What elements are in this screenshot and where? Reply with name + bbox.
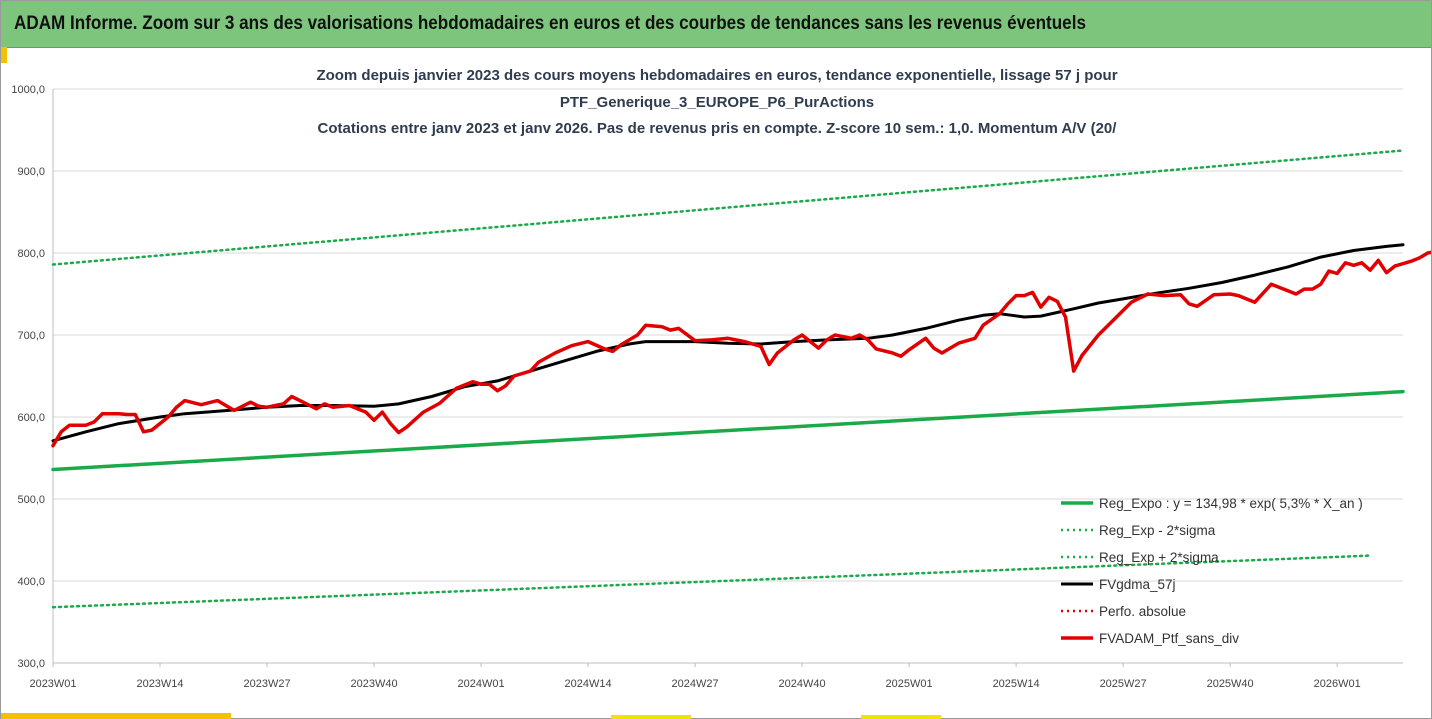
legend-label-0: Reg_Expo : y = 134,98 * exp( 5,3% * X_an… [1099,496,1363,511]
x-tick-label: 2024W27 [672,678,719,690]
x-tick-label: 2025W40 [1207,678,1254,690]
accent-bar-bottom-2 [611,715,691,719]
series-line-1 [51,554,1372,609]
x-tick-label: 2026W01 [1314,678,1361,690]
legend-label-2: Reg_Exp + 2*sigma [1099,550,1219,565]
axes: 300,0 400,0 500,0 600,0 700,0 800,0 900,0 1000,… [11,84,1403,690]
series-line-5 [51,250,1431,448]
legend-label-5: FVADAM_Ptf_sans_div [1099,631,1239,646]
chart-title-line-1: Zoom depuis janvier 2023 des cours moyen… [316,67,1118,84]
y-tick-label: 400,0 [17,576,45,588]
x-tick-label: 2025W01 [886,678,933,690]
x-tick-label: 2023W40 [350,678,397,690]
legend-label-4: Perfo. absolue [1099,604,1186,619]
legend-label-3: FVgdma_57j [1099,577,1176,592]
legend-label-1: Reg_Exp - 2*sigma [1099,523,1216,538]
y-tick-label: 900,0 [17,166,45,178]
accent-bar-left [1,47,7,63]
x-tick-label: 2024W40 [779,678,826,690]
x-tick-label: 2025W27 [1100,678,1147,690]
y-tick-label: 800,0 [17,248,45,260]
y-tick-label: 300,0 [17,658,45,670]
y-tick-label: 1000,0 [11,84,45,96]
y-tick-label: 600,0 [17,412,45,424]
y-tick-label: 500,0 [17,494,45,506]
chart-title-line-2: PTF_Generique_3_EUROPE_P6_PurActions [559,94,875,111]
report-header: ADAM Informe. Zoom sur 3 ans des valoris… [1,1,1431,48]
series-layer [51,149,1431,609]
x-tick-label: 2023W01 [29,678,76,690]
x-tick-label: 2025W14 [993,678,1040,690]
series-line-2 [51,149,1405,266]
gridlines [53,88,1403,664]
x-tick-label: 2023W27 [243,678,290,690]
chart-title-line-3: Cotations entre janv 2023 et janv 2026. … [317,120,1117,137]
series-line-0 [51,389,1405,472]
x-tick-label: 2024W01 [458,678,505,690]
y-tick-label: 700,0 [17,330,45,342]
series-line-3 [51,243,1405,443]
accent-bar-bottom [1,713,231,719]
report-title: ADAM Informe. Zoom sur 3 ans des valoris… [14,13,1086,34]
accent-bar-bottom-3 [861,715,941,719]
legend: Reg_Expo : y = 134,98 * exp( 5,3% * X_an… [1061,496,1363,646]
x-tick-label: 2024W14 [565,678,612,690]
x-tick-label: 2023W14 [136,678,183,690]
